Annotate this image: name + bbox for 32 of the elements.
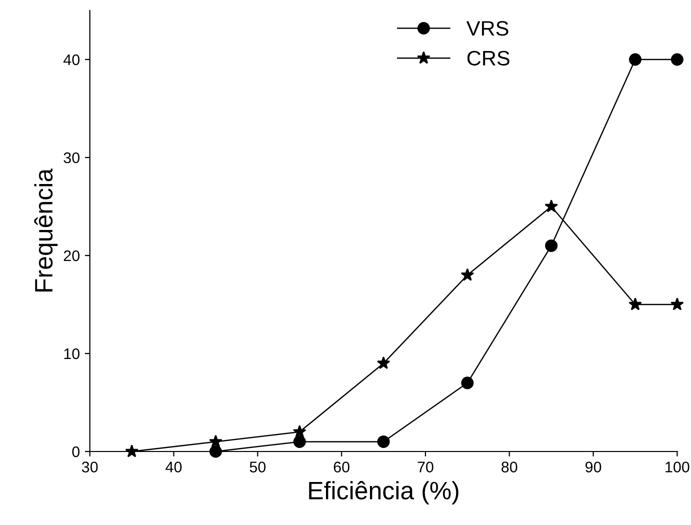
x-tick-label: 30 <box>82 462 98 472</box>
point <box>628 53 642 66</box>
x-tick-label: 80 <box>502 462 518 472</box>
y-tick-label: 20 <box>64 250 80 262</box>
x-axis-title: Eficiência (%) <box>309 481 458 504</box>
y-tick-label: 30 <box>64 152 80 164</box>
y-tick-label: 0 <box>72 446 80 458</box>
x-tick-label: 100 <box>666 462 690 472</box>
legend-label: VRS <box>466 20 508 36</box>
point <box>460 268 474 281</box>
point <box>545 239 558 252</box>
y-tick-label: 40 <box>63 54 80 66</box>
point <box>544 200 558 212</box>
point <box>209 434 222 448</box>
x-tick-label: 50 <box>250 462 266 472</box>
point <box>377 435 390 448</box>
y-tick-label: 10 <box>64 348 80 360</box>
point <box>670 298 684 310</box>
point <box>209 445 222 458</box>
point <box>628 298 642 310</box>
point <box>461 376 474 390</box>
x-tick-label: 90 <box>585 462 602 472</box>
point <box>670 53 684 66</box>
point <box>125 444 138 458</box>
y-axis-title: Frequência <box>34 168 58 292</box>
point <box>376 356 390 370</box>
x-tick-label: 70 <box>418 462 434 472</box>
x-tick-label: 40 <box>166 462 182 472</box>
point <box>292 424 306 438</box>
legend-label: CRS <box>467 50 510 66</box>
point <box>293 435 306 448</box>
x-tick-label: 60 <box>334 462 350 472</box>
